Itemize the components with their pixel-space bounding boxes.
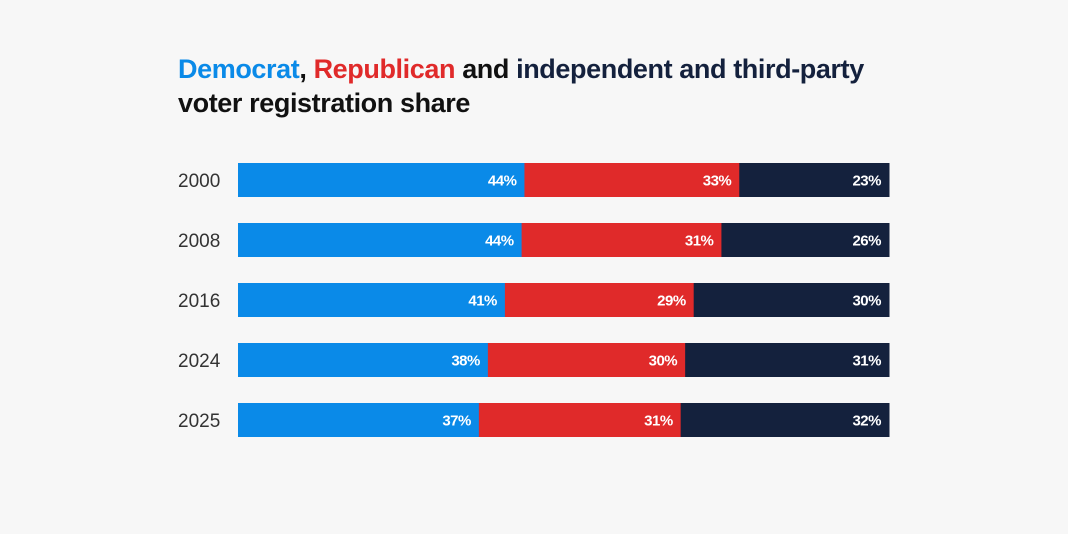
value-label-democrat-2024: 38% bbox=[451, 353, 480, 370]
year-label-2016: 2016 bbox=[178, 291, 220, 312]
value-label-independent-2025: 32% bbox=[852, 413, 881, 430]
value-label-independent-2008: 26% bbox=[852, 233, 881, 250]
title-separator-2: and bbox=[455, 54, 517, 84]
bar-republican-2024 bbox=[487, 343, 686, 377]
value-label-independent-2024: 31% bbox=[852, 353, 881, 370]
value-label-democrat-2000: 44% bbox=[488, 173, 517, 190]
bar-republican-2008 bbox=[521, 223, 722, 257]
year-label-2000: 2000 bbox=[178, 171, 220, 192]
bar-independent-2024 bbox=[685, 343, 890, 377]
bar-democrat-2025 bbox=[238, 403, 480, 437]
bar-independent-2008 bbox=[721, 223, 890, 257]
year-label-2008: 2008 bbox=[178, 231, 220, 252]
value-label-republican-2000: 33% bbox=[703, 173, 732, 190]
bar-independent-2016 bbox=[693, 283, 890, 317]
bar-democrat-2000 bbox=[238, 163, 525, 197]
value-label-democrat-2016: 41% bbox=[468, 293, 497, 310]
bar-republican-2025 bbox=[478, 403, 682, 437]
value-label-republican-2008: 31% bbox=[685, 233, 714, 250]
value-label-independent-2016: 30% bbox=[852, 293, 881, 310]
title-separator-1: , bbox=[299, 54, 314, 84]
bar-republican-2016 bbox=[504, 283, 695, 317]
year-label-2024: 2024 bbox=[178, 351, 221, 372]
bar-republican-2000 bbox=[524, 163, 740, 197]
value-label-republican-2024: 30% bbox=[649, 353, 678, 370]
title-democrat: Democrat bbox=[178, 54, 300, 84]
bar-democrat-2016 bbox=[238, 283, 506, 317]
value-label-republican-2025: 31% bbox=[644, 413, 673, 430]
bar-democrat-2024 bbox=[238, 343, 489, 377]
value-label-republican-2016: 29% bbox=[657, 293, 686, 310]
title-line-2: voter registration share bbox=[178, 88, 471, 118]
value-label-democrat-2008: 44% bbox=[485, 233, 514, 250]
title-independent: independent and third-party bbox=[516, 54, 864, 84]
bar-independent-2000 bbox=[739, 163, 890, 197]
bar-independent-2025 bbox=[680, 403, 890, 437]
title-republican: Republican bbox=[313, 54, 456, 84]
value-label-democrat-2025: 37% bbox=[442, 413, 471, 430]
year-label-2025: 2025 bbox=[178, 411, 220, 432]
chart-title: Democrat, Republican and independent and… bbox=[178, 52, 938, 120]
bar-democrat-2008 bbox=[238, 223, 523, 257]
value-label-independent-2000: 23% bbox=[852, 173, 881, 190]
